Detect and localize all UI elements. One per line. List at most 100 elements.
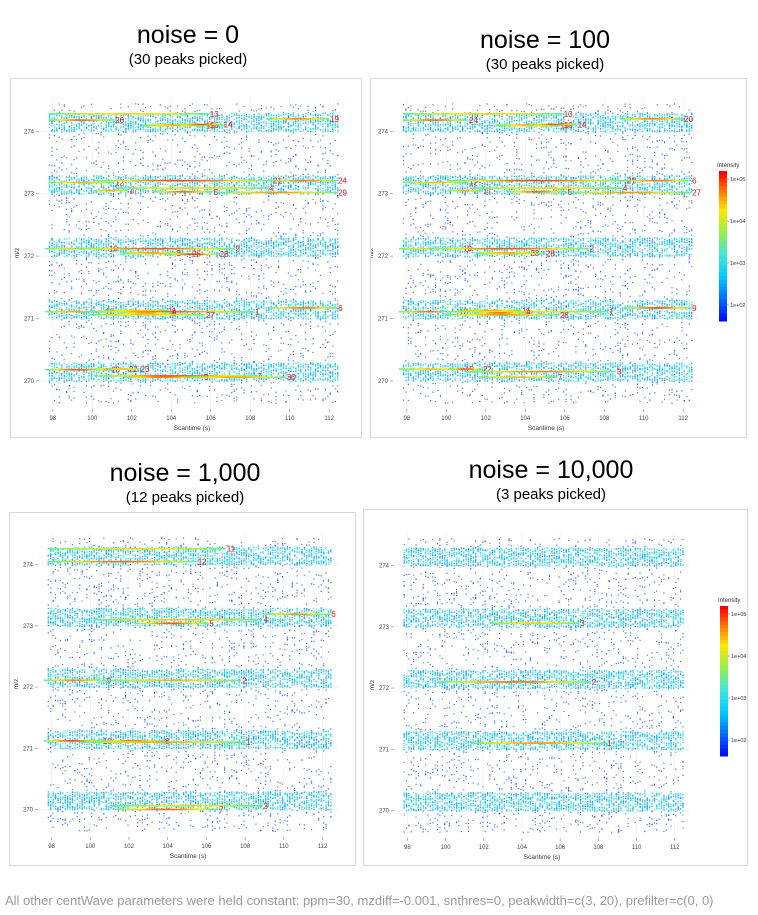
scan-point (112, 174, 115, 176)
scan-point (117, 267, 120, 269)
scan-point (142, 250, 144, 252)
scan-point (125, 118, 127, 120)
scan-point (73, 252, 75, 254)
scan-point (174, 241, 176, 243)
scan-point (78, 228, 80, 230)
scan-point (48, 299, 51, 301)
scan-point (199, 366, 201, 368)
scan-point (147, 350, 149, 352)
scan-point (199, 250, 201, 252)
scan-point (83, 121, 85, 124)
scan-point (164, 127, 166, 129)
scan-point (194, 241, 196, 243)
scan-point (135, 239, 137, 242)
scan-point (196, 171, 198, 173)
scan-point (125, 148, 127, 150)
scan-point (194, 238, 196, 240)
scan-point (90, 130, 93, 132)
scan-point (115, 316, 117, 318)
scan-point (184, 273, 186, 275)
scan-point (56, 118, 58, 120)
scan-point (142, 103, 144, 105)
scan-point (95, 330, 97, 332)
scan-point (48, 176, 51, 178)
scan-point (71, 163, 73, 165)
scan-point (172, 372, 174, 374)
scan-point (204, 261, 206, 263)
scan-point (164, 183, 166, 185)
scan-point (66, 199, 68, 202)
scan-point (100, 183, 102, 185)
scan-point (142, 316, 144, 318)
scan-point (184, 305, 186, 308)
scan-point (68, 385, 70, 387)
scan-point (140, 195, 142, 197)
scan-point (204, 373, 206, 375)
scan-point (120, 186, 122, 188)
scan-point (167, 359, 169, 361)
scan-point (85, 126, 88, 129)
scan-point (149, 249, 152, 251)
scan-point (142, 129, 144, 131)
scan-point (154, 315, 157, 317)
scan-point (157, 256, 159, 258)
scan-point (196, 117, 198, 119)
scan-point (142, 182, 144, 184)
scan-point (103, 130, 105, 133)
scan-point (194, 249, 196, 251)
scan-point (68, 253, 70, 255)
scan-point (154, 249, 157, 252)
scan-point (140, 158, 142, 160)
scan-point (206, 243, 208, 245)
scan-point (140, 379, 142, 382)
scan-point (61, 373, 63, 375)
scan-point (174, 255, 176, 257)
scan-point (71, 131, 73, 133)
scan-point (204, 301, 206, 303)
scan-point (63, 375, 65, 377)
scan-point (142, 126, 144, 128)
scan-point (186, 240, 189, 242)
scan-point (122, 308, 125, 310)
scan-point (154, 183, 157, 185)
scan-point (53, 290, 55, 292)
scan-point (66, 129, 68, 132)
scan-point (184, 238, 186, 241)
scan-point (66, 380, 68, 382)
scan-point (204, 135, 206, 137)
scan-point (159, 366, 161, 369)
scan-point (137, 192, 139, 194)
scan-point (48, 188, 51, 191)
scan-point (115, 370, 117, 372)
scan-point (112, 318, 115, 321)
scan-point (179, 363, 181, 365)
scan-point (103, 307, 105, 309)
scan-point (71, 176, 73, 179)
scan-point (152, 366, 154, 368)
scan-point (162, 318, 164, 320)
scan-point (120, 246, 122, 249)
scan-point (80, 269, 83, 272)
scan-point (157, 377, 159, 380)
scan-point (137, 124, 139, 126)
scan-point (53, 299, 56, 302)
scan-point (63, 359, 65, 361)
scan-point (58, 103, 60, 105)
scan-point (189, 317, 191, 320)
scan-point (112, 187, 115, 190)
scan-point (68, 308, 70, 311)
scan-point (83, 234, 85, 236)
scan-point (105, 315, 107, 317)
scan-point (117, 373, 120, 375)
scan-point (196, 225, 198, 228)
scan-point (73, 316, 75, 318)
scan-point (140, 123, 142, 126)
scan-point (204, 245, 206, 248)
scan-point (135, 175, 137, 177)
scan-point (140, 189, 142, 191)
scan-point (122, 305, 125, 308)
scan-point (149, 177, 152, 179)
scan-point (137, 356, 139, 359)
scan-point (191, 370, 194, 372)
scan-point (100, 339, 102, 341)
